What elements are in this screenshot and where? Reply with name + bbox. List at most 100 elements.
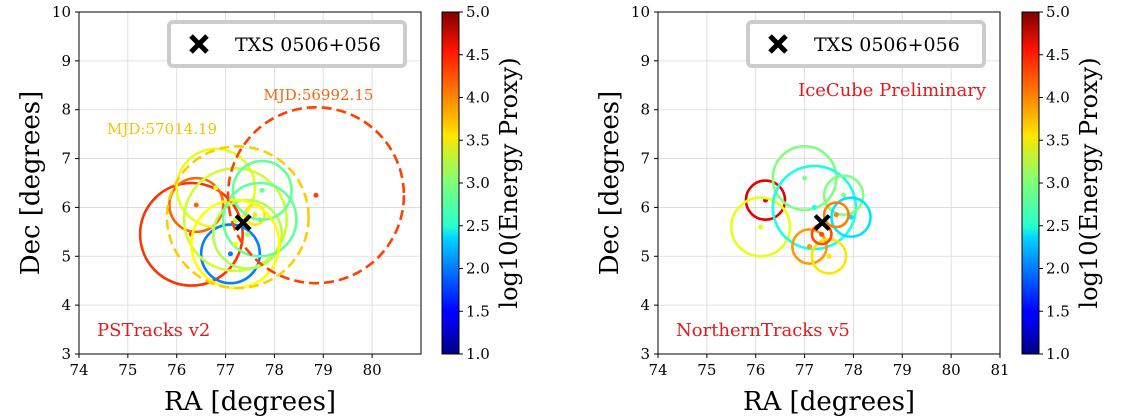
legend-label: TXS 0506+056 (235, 34, 381, 56)
x-axis-label: RA [degrees] (164, 387, 336, 417)
event-circle (822, 201, 850, 229)
colorbar-tick-label: 3.5 (466, 131, 490, 149)
event-dot (213, 185, 219, 191)
colorbar-label: log10(Energy Proxy) (1075, 57, 1103, 308)
event-dot (193, 202, 199, 208)
y-tick-label: 7 (61, 150, 71, 168)
colorbar-tick-label: 2.0 (1046, 260, 1070, 278)
event-dot (232, 241, 238, 247)
x-tick-label: 78 (844, 361, 863, 379)
axes-frame (657, 11, 1001, 355)
x-tick-label: 74 (69, 361, 88, 379)
event-dot (227, 251, 233, 257)
y-tick-label: 9 (640, 52, 650, 70)
x-tick-label: 75 (697, 361, 716, 379)
event-dot (811, 204, 817, 210)
colorbar-tick-label: 2.0 (466, 260, 490, 278)
events (138, 105, 406, 290)
annotation: MJD:56992.15 (263, 86, 373, 104)
legend-frame (746, 20, 986, 68)
y-tick-label: 5 (640, 247, 650, 265)
x-tick-label: 78 (265, 361, 284, 379)
y-tick-label: 6 (61, 198, 71, 216)
event-circle (199, 223, 262, 285)
colorbar-tick-label: 2.5 (466, 217, 490, 235)
colorbar-tick-label: 3.0 (1046, 174, 1070, 192)
annotation: NorthernTracks v5 (676, 320, 850, 341)
event-dot (833, 212, 839, 218)
y-tick-label: 8 (61, 101, 71, 119)
colorbar-gradient (441, 11, 460, 355)
colorbar-label: log10(Energy Proxy) (495, 57, 523, 308)
event-circle (212, 198, 284, 270)
legend: TXS 0506+056 (167, 20, 407, 68)
colorbar-tick-label: 1.5 (466, 302, 490, 320)
legend-frame (167, 20, 407, 68)
colorbar-tick-label: 1.0 (1046, 345, 1070, 363)
colorbar-tick-label: 4.5 (466, 46, 490, 64)
annotation: MJD:57014.19 (107, 120, 217, 138)
annotation: PSTracks v2 (97, 320, 210, 341)
x-tick-label: 76 (746, 361, 765, 379)
colorbar-gradient (1021, 11, 1040, 355)
colorbar-tick-label: 4.0 (466, 89, 490, 107)
y-axis-label: Dec [degrees] (595, 91, 625, 276)
x-tick-label: 76 (167, 361, 186, 379)
legend-marker-stroke (189, 34, 209, 54)
event-circle (729, 196, 792, 258)
highlighted-event-circle (226, 105, 406, 285)
event-circle (822, 174, 865, 217)
event-dot (819, 231, 825, 237)
colorbar-tick-label: 1.5 (1046, 302, 1070, 320)
event-dot (252, 212, 258, 218)
event-circle (168, 176, 225, 234)
colorbar-tick-label: 5.0 (466, 3, 490, 21)
y-tick-label: 4 (61, 296, 71, 314)
x-tick-label: 75 (118, 361, 137, 379)
x-tick-label: 74 (648, 361, 667, 379)
colorbar: 1.0 1.5 2.0 2.5 3.0 3.5 4.0 4.5 5.0 log10(Energy … (1021, 3, 1103, 363)
x-tick-label: 80 (942, 361, 961, 379)
y-tick-label: 10 (631, 3, 650, 21)
highlighted-event-circle (165, 145, 310, 290)
event-dot (826, 253, 832, 259)
y-tick-label: 7 (640, 150, 650, 168)
y-tick-label: 10 (52, 3, 71, 21)
y-tick-label: 6 (640, 198, 650, 216)
source-marker-stroke (234, 214, 252, 232)
events (729, 145, 872, 275)
event-circle (791, 228, 828, 265)
colorbar: 1.0 1.5 2.0 2.5 3.0 3.5 4.0 4.5 5.0 log10(Energy … (441, 3, 523, 363)
legend-marker-stroke (768, 34, 788, 54)
event-dot (806, 244, 812, 250)
colorbar-tick-label: 1.0 (466, 345, 490, 363)
y-axis-label: Dec [degrees] (16, 91, 46, 276)
x-tick-label: 79 (893, 361, 912, 379)
colorbar-tick-label: 4.0 (1046, 89, 1070, 107)
y-tick-label: 9 (61, 52, 71, 70)
event-dot (245, 231, 251, 237)
event-circle (221, 181, 298, 258)
x-tick-label: 80 (363, 361, 382, 379)
event-circle (830, 196, 872, 239)
source-marker (813, 214, 831, 232)
colorbar-tick-label: 3.5 (1046, 131, 1070, 149)
x-axis-label: RA [degrees] (743, 387, 915, 417)
source-marker (234, 214, 252, 232)
event-dot (313, 192, 319, 198)
x-tick-label: 77 (795, 361, 814, 379)
y-tick-label: 3 (640, 345, 650, 363)
legend: TXS 0506+056 (746, 20, 986, 68)
event-dot (257, 217, 263, 223)
y-tick-label: 8 (640, 101, 650, 119)
source-marker-stroke (813, 214, 831, 232)
event-dot (802, 175, 808, 181)
y-tick-label: 5 (61, 247, 71, 265)
annotation: IceCube Preliminary (798, 80, 987, 101)
x-tick-label: 81 (990, 361, 1009, 379)
y-tick-label: 3 (61, 345, 71, 363)
colorbar-tick-label: 3.0 (466, 174, 490, 192)
